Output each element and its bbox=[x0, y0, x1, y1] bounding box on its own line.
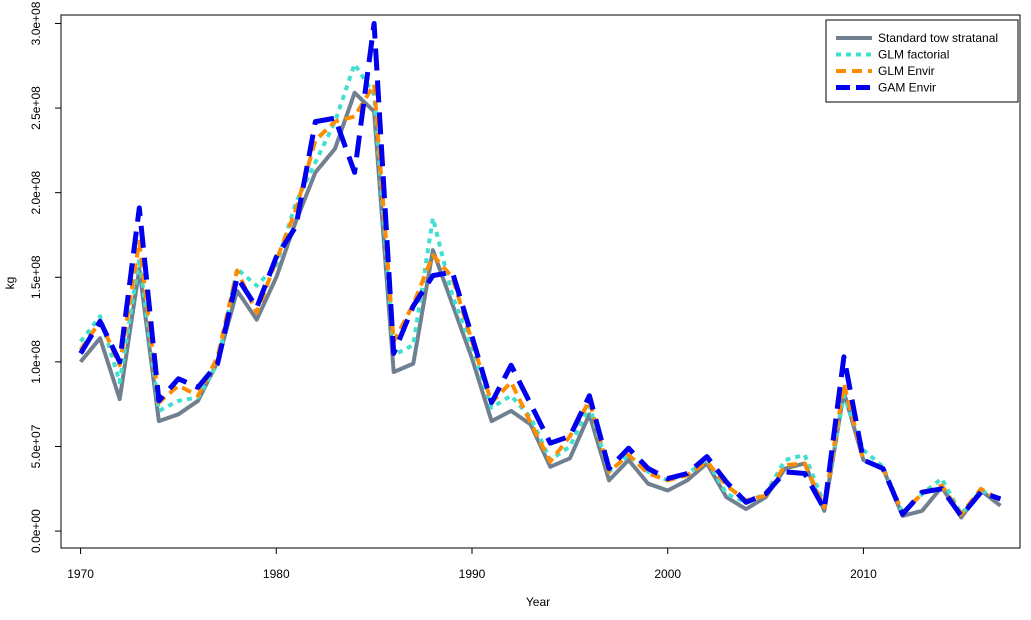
y-tick-label: 3.0e+08 bbox=[29, 1, 43, 45]
plot-frame bbox=[60, 14, 1021, 549]
y-tick-label: 2.5e+08 bbox=[29, 86, 43, 130]
x-tick-label: 1990 bbox=[459, 567, 486, 581]
y-tick-label: 1.0e+08 bbox=[29, 340, 43, 384]
legend: Standard tow stratanal GLM factorial GLM E… bbox=[825, 19, 1019, 103]
x-tick-label: 2000 bbox=[654, 567, 681, 581]
y-tick-label: 5.0e+07 bbox=[29, 424, 43, 468]
x-tick-label: 1970 bbox=[67, 567, 94, 581]
x-tick-label: 1980 bbox=[263, 567, 290, 581]
legend-label: GLM factorial bbox=[878, 48, 949, 62]
legend-label: Standard tow stratanal bbox=[878, 31, 998, 45]
series-line-4 bbox=[78, 21, 1002, 519]
legend-label: GAM Envir bbox=[878, 81, 936, 95]
y-tick-label: 2.0e+08 bbox=[29, 170, 43, 214]
x-tick-label: 2010 bbox=[850, 567, 877, 581]
x-axis: 1970 1980 1990 2000 2010 bbox=[67, 548, 877, 581]
y-tick-label: 1.5e+08 bbox=[29, 255, 43, 299]
y-axis-label: kg bbox=[3, 277, 17, 290]
legend-label: GLM Envir bbox=[878, 64, 935, 78]
series-layer bbox=[78, 21, 1002, 520]
y-tick-label: 0.0e+00 bbox=[29, 509, 43, 553]
x-axis-label: Year bbox=[526, 595, 550, 609]
y-axis: 0.0e+00 5.0e+07 1.0e+08 1.5e+08 2.0e+08 2.5e+… bbox=[29, 1, 61, 553]
